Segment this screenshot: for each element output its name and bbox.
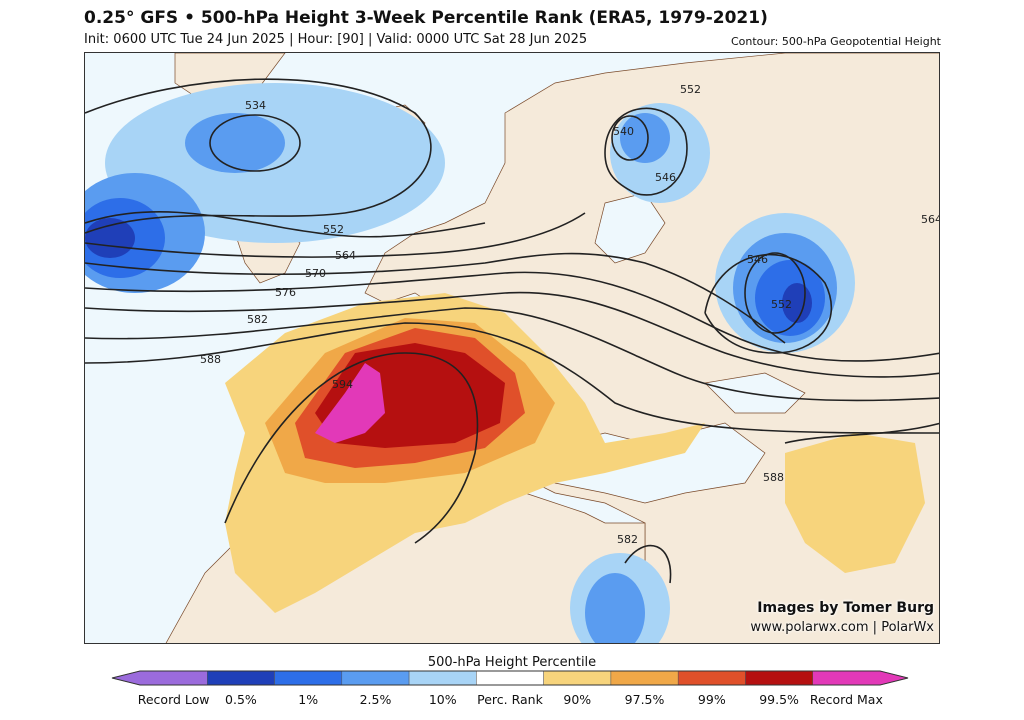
colorbar-title: 500-hPa Height Percentile	[427, 655, 597, 670]
contour-label-group: 534 540 546 552 552 564 570 576 582 588 …	[200, 83, 940, 546]
credit-author: Images by Tomer Burg	[757, 600, 934, 616]
contour-label: 576	[275, 286, 296, 299]
colorbar-tick-label: 1%	[298, 692, 319, 707]
chart-subtitle: Init: 0600 UTC Tue 24 Jun 2025 | Hour: […	[84, 32, 588, 47]
contour-label: 534	[245, 99, 266, 112]
contour-label: 552	[771, 298, 792, 311]
colorbar-tick-label: 99.5%	[759, 692, 799, 707]
colorbar-bin	[543, 670, 612, 686]
colorbar-outline	[111, 670, 909, 686]
contour-label: 546	[655, 171, 676, 184]
credit-website: www.polarwx.com | PolarWx	[750, 620, 934, 635]
colorbar-tick-label: Record Max	[809, 692, 883, 707]
map-canvas: 534 540 546 552 552 564 570 576 582 588 …	[85, 53, 940, 643]
contour-label: 552	[680, 83, 701, 96]
contour-label: 546	[747, 253, 768, 266]
colorbar-tick-label: 10%	[428, 692, 457, 707]
colorbar-bin	[408, 670, 477, 686]
colorbar-bin	[274, 670, 343, 686]
chart-title: 0.25° GFS • 500-hPa Height 3-Week Percen…	[84, 8, 768, 28]
contour-label: 570	[305, 267, 326, 280]
contour-label: 564	[921, 213, 940, 226]
colorbar-bin	[677, 670, 746, 686]
colorbar-tick-label: 90%	[563, 692, 592, 707]
colorbar-bin	[111, 670, 208, 686]
contour-label: 564	[335, 249, 356, 262]
colorbar	[111, 670, 909, 686]
contour-label: 588	[763, 471, 784, 484]
contour-label: 582	[617, 533, 638, 546]
map-panel: 534 540 546 552 552 564 570 576 582 588 …	[84, 52, 940, 644]
colorbar-bin	[207, 670, 275, 686]
colorbar-tick-label: 0.5%	[225, 692, 257, 707]
contour-label: 540	[613, 125, 634, 138]
contour-label: 594	[332, 378, 353, 391]
colorbar-bin	[610, 670, 679, 686]
colorbar-tick-label: 99%	[697, 692, 726, 707]
colorbar-bin	[745, 670, 813, 686]
colorbar-tick-label: 2.5%	[359, 692, 392, 707]
contour-label: 588	[200, 353, 221, 366]
contour-note: Contour: 500-hPa Geopotential Height	[730, 35, 941, 48]
percentile-shading	[85, 83, 925, 643]
colorbar-tick-label: 97.5%	[624, 692, 665, 707]
colorbar-tick-label: Record Low	[137, 692, 210, 707]
colorbar-bin	[476, 670, 544, 686]
colorbar-bin	[812, 670, 909, 686]
contour-label: 552	[323, 223, 344, 236]
contour-label: 582	[247, 313, 268, 326]
colorbar-bin	[341, 670, 410, 686]
height-contours	[85, 78, 939, 584]
colorbar-tick-label: Perc. Rank	[477, 692, 543, 707]
